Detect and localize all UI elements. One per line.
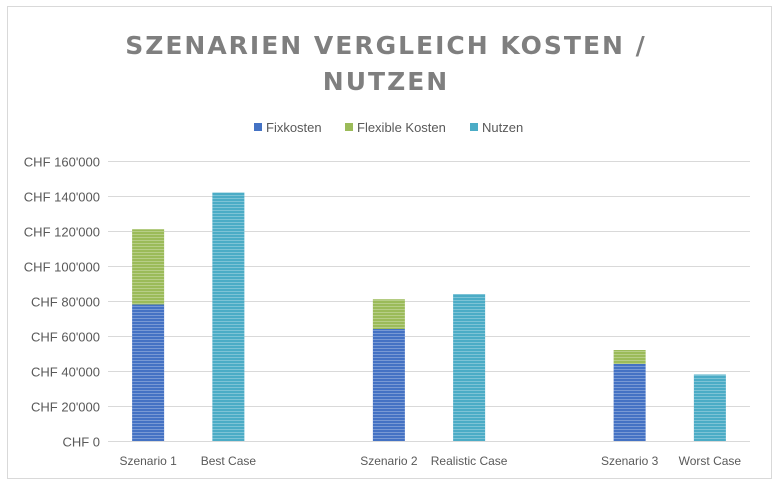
bar-texture xyxy=(372,299,405,329)
legend-swatch xyxy=(470,123,478,131)
x-tick-label: Szenario 2 xyxy=(360,454,418,468)
x-tick-label: Realistic Case xyxy=(431,454,508,468)
bar-texture xyxy=(613,364,646,441)
chart-title-line-1: SZENARIEN VERGLEICH KOSTEN / xyxy=(125,31,647,60)
legend-label: Fixkosten xyxy=(266,120,322,135)
bar-texture xyxy=(372,329,405,441)
x-axis-labels: Szenario 1 Best Case Szenario 2 Realistic C… xyxy=(119,454,741,468)
chart-title-line-2: NUTZEN xyxy=(323,67,449,96)
legend-swatch xyxy=(345,123,353,131)
y-tick-label: CHF 120'000 xyxy=(24,225,100,240)
bar-texture xyxy=(212,192,245,441)
y-tick-label: CHF 40'000 xyxy=(31,365,100,380)
bars xyxy=(132,192,726,441)
bar-texture xyxy=(132,304,165,441)
legend-swatch xyxy=(254,123,262,131)
bar-texture xyxy=(693,374,726,441)
bar-texture xyxy=(613,350,646,364)
grid-lines xyxy=(108,161,750,442)
chart: SZENARIEN VERGLEICH KOSTEN / NUTZEN Fixk… xyxy=(24,31,750,468)
y-tick-label: CHF 20'000 xyxy=(31,400,100,415)
chart-frame: SZENARIEN VERGLEICH KOSTEN / NUTZEN Fixk… xyxy=(7,6,772,479)
y-tick-label: CHF 160'000 xyxy=(24,155,100,170)
y-tick-label: CHF 80'000 xyxy=(31,295,100,310)
bar-texture xyxy=(132,229,165,305)
bar-texture xyxy=(453,294,486,441)
y-axis-ticks: CHF 0 CHF 20'000 CHF 40'000 CHF 60'000 CHF 8… xyxy=(24,155,100,450)
y-tick-label: CHF 60'000 xyxy=(31,330,100,345)
x-tick-label: Szenario 1 xyxy=(119,454,177,468)
x-tick-label: Worst Case xyxy=(679,454,742,468)
x-tick-label: Szenario 3 xyxy=(601,454,659,468)
y-tick-label: CHF 140'000 xyxy=(24,190,100,205)
chart-legend: Fixkosten Flexible Kosten Nutzen xyxy=(254,120,523,135)
x-tick-label: Best Case xyxy=(201,454,257,468)
legend-label: Nutzen xyxy=(482,120,523,135)
y-tick-label: CHF 0 xyxy=(62,435,100,450)
y-tick-label: CHF 100'000 xyxy=(24,260,100,275)
legend-label: Flexible Kosten xyxy=(357,120,446,135)
